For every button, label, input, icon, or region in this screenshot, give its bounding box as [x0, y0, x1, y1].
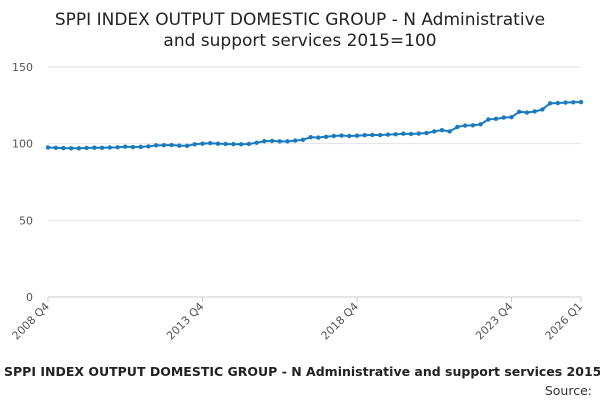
data-point [478, 122, 483, 127]
data-point [146, 144, 151, 149]
source-label: Source: [544, 383, 592, 398]
y-axis: 0 50 100 150 [12, 61, 33, 304]
data-point [292, 138, 298, 143]
data-point [370, 132, 375, 138]
y-tick-label: 150 [12, 61, 33, 74]
data-point [208, 141, 213, 146]
y-tick-label: 100 [12, 138, 33, 151]
data-point [347, 133, 352, 139]
data-point [540, 107, 545, 112]
data-point [285, 139, 290, 144]
data-point [377, 132, 383, 138]
data-point [254, 140, 259, 145]
gridlines [48, 66, 581, 298]
x-tick-label: 2008 Q4 [10, 300, 53, 343]
data-point [84, 145, 89, 151]
x-axis: 2008 Q4 2013 Q4 2018 Q4 2023 Q4 2026 Q1 [10, 297, 586, 343]
data-point [486, 117, 491, 122]
series-group [45, 99, 584, 151]
x-tick-label: 2013 Q4 [164, 300, 207, 343]
data-point [115, 145, 120, 150]
data-point [68, 146, 74, 151]
x-tick-label: 2023 Q4 [473, 300, 516, 343]
data-point [501, 115, 506, 120]
data-point [92, 145, 97, 150]
data-point [215, 141, 221, 146]
data-point [524, 110, 530, 115]
data-point [262, 139, 267, 144]
data-point [130, 144, 136, 150]
chart-title-line-2: and support services 2015=100 [163, 31, 436, 51]
data-point [99, 145, 105, 151]
data-point [169, 142, 174, 148]
data-point [308, 135, 313, 140]
data-point [470, 123, 476, 128]
data-point [153, 143, 159, 148]
y-tick-label: 0 [26, 291, 33, 304]
data-point [393, 132, 398, 137]
data-point [184, 143, 190, 149]
data-point [192, 142, 197, 147]
data-point [331, 133, 337, 139]
data-point [300, 137, 306, 143]
y-tick-label: 50 [19, 214, 33, 227]
data-point [532, 109, 537, 114]
data-point [53, 145, 58, 151]
chart-title-line-1: SPPI INDEX OUTPUT DOMESTIC GROUP - N Adm… [55, 10, 545, 30]
data-point [408, 131, 414, 137]
data-point [138, 144, 143, 150]
data-point [339, 133, 344, 138]
data-point [323, 134, 329, 139]
data-point [277, 139, 282, 144]
data-point [447, 129, 452, 134]
x-tick-label: 2026 Q1 [543, 300, 586, 343]
data-point [231, 141, 236, 147]
data-point [547, 101, 553, 106]
data-point [571, 100, 576, 105]
data-point [385, 132, 391, 137]
data-point [223, 141, 228, 147]
data-point [123, 144, 128, 149]
data-point [563, 100, 568, 105]
data-point [517, 109, 522, 114]
data-point [416, 131, 421, 136]
data-point [316, 135, 321, 140]
data-point [354, 133, 360, 138]
data-point [555, 100, 561, 106]
x-tick-label: 2018 Q4 [319, 300, 362, 343]
data-point [455, 124, 460, 130]
data-point [177, 143, 182, 148]
series-line [47, 101, 582, 150]
data-point [76, 146, 82, 151]
data-point [439, 127, 445, 133]
data-point [424, 130, 429, 136]
data-point [493, 116, 499, 122]
data-point [362, 133, 367, 138]
data-point [200, 141, 205, 146]
data-point [462, 123, 468, 128]
data-point [61, 145, 66, 151]
data-point [269, 138, 275, 144]
data-point [509, 114, 514, 120]
data-point [107, 145, 112, 150]
data-point [161, 143, 167, 148]
data-point [238, 142, 244, 147]
chart-caption: SPPI INDEX OUTPUT DOMESTIC GROUP - N Adm… [4, 364, 600, 379]
data-point [246, 141, 252, 147]
data-point [401, 131, 406, 136]
data-point [45, 145, 51, 150]
data-point [578, 99, 584, 105]
data-point [432, 129, 437, 134]
